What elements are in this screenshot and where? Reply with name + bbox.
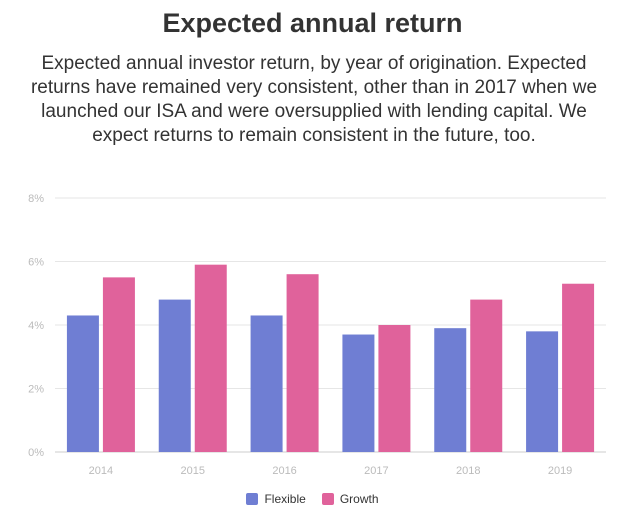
chart-subtitle: Expected annual investor return, by year…: [30, 53, 598, 146]
bar-flexible-2014[interactable]: [66, 315, 99, 452]
bar-growth-2014[interactable]: [102, 277, 135, 452]
x-tick-label: 2014: [89, 465, 113, 477]
bars: [66, 264, 595, 452]
bar-flexible-2018[interactable]: [434, 328, 467, 452]
x-tick-label: 2018: [456, 465, 480, 477]
gridlines: [55, 197, 606, 453]
bar-growth-2015[interactable]: [194, 264, 227, 452]
y-tick-label: 0%: [28, 447, 44, 459]
legend-item-growth[interactable]: Growth: [321, 492, 379, 506]
y-tick-label: 4%: [28, 320, 44, 332]
y-axis-ticks: 0% 2% 4% 6% 8%: [28, 193, 44, 459]
bar-flexible-2019[interactable]: [526, 331, 559, 452]
y-tick-label: 2%: [28, 384, 44, 396]
legend-swatch-growth: [321, 493, 334, 505]
x-tick-label: 2017: [364, 465, 388, 477]
bar-growth-2017[interactable]: [378, 325, 411, 452]
bar-flexible-2017[interactable]: [342, 334, 375, 452]
bar-chart: 0% 2% 4% 6% 8% 2014 2015 2016 2017 2018 2019: [28, 193, 606, 477]
bar-growth-2018[interactable]: [470, 299, 503, 452]
x-tick-label: 2019: [548, 465, 572, 477]
legend-swatch-flexible: [246, 493, 259, 505]
y-tick-label: 6%: [28, 257, 44, 269]
x-axis-ticks: 2014 2015 2016 2017 2018 2019: [89, 465, 573, 477]
bar-flexible-2015[interactable]: [158, 299, 191, 452]
bar-growth-2016[interactable]: [286, 274, 319, 452]
legend-item-flexible[interactable]: Flexible: [246, 492, 306, 506]
legend: Flexible Growth: [0, 492, 625, 506]
bar-growth-2019[interactable]: [562, 283, 595, 452]
x-tick-label: 2016: [272, 465, 296, 477]
chart-title: Expected annual return: [162, 8, 463, 38]
bar-flexible-2016[interactable]: [250, 315, 283, 452]
legend-label-flexible: Flexible: [264, 492, 306, 506]
legend-label-growth: Growth: [339, 492, 379, 506]
x-tick-label: 2015: [181, 465, 205, 477]
y-tick-label: 8%: [28, 193, 44, 205]
